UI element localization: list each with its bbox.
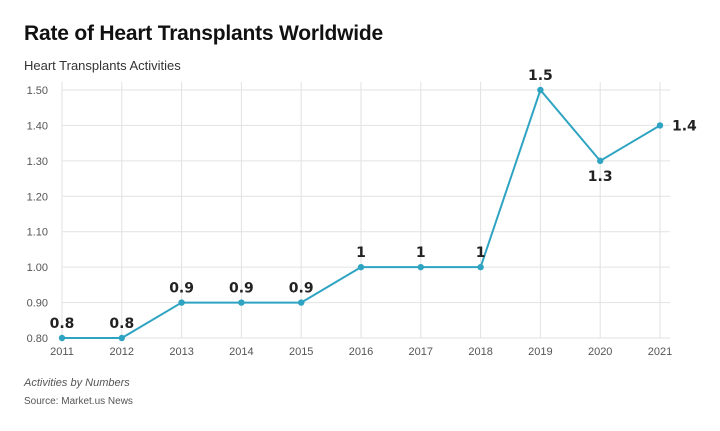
data-point (357, 263, 365, 271)
data-point (417, 263, 424, 271)
data-point (477, 263, 484, 271)
data-label: 1 (416, 245, 426, 261)
x-tick-label: 2019 (528, 346, 552, 358)
x-tick-label: 2017 (409, 346, 433, 358)
data-point (298, 299, 305, 306)
data-point (58, 334, 66, 342)
footnote: Activities by Numbers (24, 377, 130, 389)
x-tick-label: 2018 (468, 346, 492, 358)
grid-lines (61, 82, 670, 339)
x-tick-label: 2015 (289, 346, 313, 358)
data-point (537, 86, 544, 94)
y-tick-label: 0.90 (27, 298, 48, 310)
data-label: 0.9 (229, 281, 254, 297)
data-point (118, 334, 126, 342)
data-label: 1 (356, 245, 366, 261)
y-tick-label: 0.80 (27, 333, 48, 345)
data-label: 0.9 (169, 281, 194, 297)
data-labels: 0.8 0.8 0.9 0.9 0.9 1 1 1 1.5 1.3 1.4 (50, 68, 697, 332)
y-tick-label: 1.00 (27, 262, 48, 274)
y-tick-label: 1.10 (27, 227, 48, 239)
y-tick-label: 1.30 (27, 156, 48, 168)
x-tick-label: 2020 (588, 346, 612, 358)
chart-title: Rate of Heart Transplants Worldwide (24, 22, 384, 45)
data-label: 1.3 (588, 169, 613, 185)
x-tick-label: 2012 (110, 346, 134, 358)
source-note: Source: Market.us News (24, 396, 133, 407)
chart-subtitle: Heart Transplants Activities (24, 58, 181, 73)
x-axis: 2011 2012 2013 2014 2015 2016 2017 2018 2019 2020… (50, 346, 672, 358)
data-point (656, 122, 664, 129)
y-tick-label: 1.40 (27, 120, 48, 132)
x-tick-label: 2013 (169, 346, 193, 358)
data-point (238, 299, 245, 306)
x-tick-label: 2014 (229, 346, 253, 358)
data-point (178, 299, 185, 306)
data-label: 0.9 (289, 281, 314, 297)
x-tick-label: 2021 (648, 346, 672, 358)
x-tick-label: 2016 (349, 346, 373, 358)
data-label: 1.4 (672, 118, 697, 134)
data-label: 1.5 (528, 68, 553, 84)
y-axis: 0.80 0.90 1.00 1.10 1.20 1.30 1.40 1.50 (27, 85, 48, 345)
data-label: 0.8 (109, 316, 134, 332)
data-point (597, 157, 604, 165)
data-points (58, 86, 664, 342)
y-tick-label: 1.20 (27, 191, 48, 203)
data-label: 1 (476, 245, 486, 261)
x-tick-label: 2011 (50, 346, 74, 358)
data-label: 0.8 (50, 316, 75, 332)
y-tick-label: 1.50 (27, 85, 48, 97)
